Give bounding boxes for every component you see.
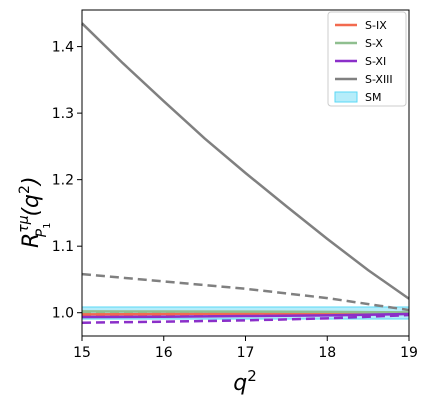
series-line-s-xiii-solid	[81, 22, 410, 300]
y-tick-label: 1.0	[52, 306, 74, 322]
legend-label-s-x: S-X	[365, 37, 383, 50]
series-line-s-x-solid	[81, 310, 410, 314]
x-tick-label: 17	[237, 345, 255, 361]
series-line-c808080-dashed	[81, 272, 410, 312]
legend-label-sm: SM	[365, 91, 381, 104]
series-line-s-xi-solid	[81, 312, 410, 319]
legend-label-s-xiii: S-XIII	[365, 73, 393, 86]
legend-box	[327, 11, 407, 107]
x-axis-label: q2	[233, 367, 257, 396]
legend-label-s-xi: S-XI	[365, 55, 386, 68]
legend-swatch-sm	[334, 91, 358, 103]
legend-label-s-ix: S-IX	[365, 19, 387, 32]
series-line-c8b2fc9-dashed	[81, 313, 410, 324]
x-tick-label: 15	[73, 345, 91, 361]
legend-items: S-IX S-X S-XI S-XIII SM	[334, 19, 393, 104]
y-tick-label: 1.1	[52, 239, 74, 255]
y-tick-label: 1.2	[52, 173, 74, 189]
x-ticks: 15 16 17 18 19	[73, 336, 418, 361]
x-tick-label: 18	[318, 345, 336, 361]
x-tick-label: 16	[155, 345, 173, 361]
series-layer	[81, 22, 410, 324]
x-tick-label: 19	[400, 345, 418, 361]
y-tick-label: 1.4	[52, 40, 74, 56]
y-tick-label: 1.3	[52, 106, 74, 122]
y-ticks: 1.0 1.1 1.2 1.3 1.4	[52, 40, 82, 322]
y-axis-label: RτμP1(q2)	[16, 176, 53, 248]
legend: S-IX S-X S-XI S-XIII SM	[327, 11, 407, 107]
